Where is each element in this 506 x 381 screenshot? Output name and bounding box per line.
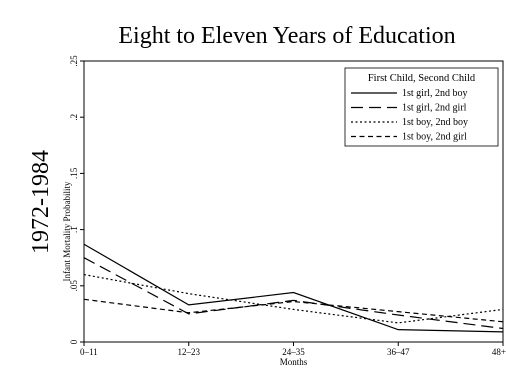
y-tick-label: .1: [69, 226, 79, 233]
y-tick-label: .2: [69, 114, 79, 121]
series-line: [83, 243, 504, 333]
legend-label: 1st girl, 2nd boy: [402, 88, 468, 99]
x-tick-label: 0–11: [80, 347, 98, 357]
legend-label: 1st boy, 2nd boy: [402, 117, 468, 128]
x-tick-label: 24–35: [282, 347, 305, 357]
y-axis-title: Infant Mortality Probability: [62, 181, 72, 281]
x-tick-label: 48+: [492, 347, 506, 357]
y-tick-label: 0: [69, 339, 79, 344]
legend-label: 1st girl, 2nd girl: [402, 103, 467, 114]
series-line: [83, 298, 504, 323]
y-tick-label: .15: [69, 167, 79, 179]
chart-title: Eight to Eleven Years of Education: [118, 23, 455, 49]
series-line: [83, 273, 504, 324]
x-tick-label: 36–47: [387, 347, 410, 357]
plot-area: 0 .05 .1 .15 .2 .25 0–11 12–23 24–35 36–47 48+ Mont…: [62, 55, 506, 367]
x-axis-title: Months: [280, 357, 308, 367]
x-tick-label: 12–23: [178, 347, 201, 357]
y-tick-label: .05: [69, 280, 79, 292]
y-tick-label: .25: [69, 55, 79, 67]
series-line: [83, 257, 504, 330]
legend-label: 1st boy, 2nd girl: [402, 132, 467, 143]
legend-title: First Child, Second Child: [368, 73, 476, 84]
row-label: 1972-1984: [28, 150, 54, 254]
